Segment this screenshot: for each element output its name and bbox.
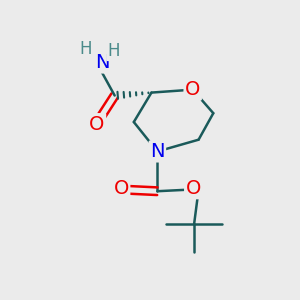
Text: N: N: [95, 53, 109, 72]
Text: H: H: [80, 40, 92, 58]
Text: H: H: [107, 42, 120, 60]
Text: N: N: [150, 142, 165, 161]
Text: O: O: [113, 179, 129, 198]
Text: O: O: [89, 115, 105, 134]
Text: O: O: [186, 179, 201, 198]
Text: O: O: [185, 80, 200, 99]
